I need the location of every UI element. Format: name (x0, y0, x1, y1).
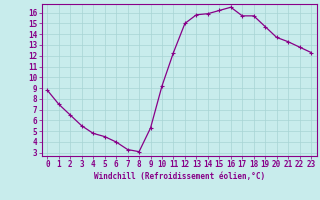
X-axis label: Windchill (Refroidissement éolien,°C): Windchill (Refroidissement éolien,°C) (94, 172, 265, 181)
